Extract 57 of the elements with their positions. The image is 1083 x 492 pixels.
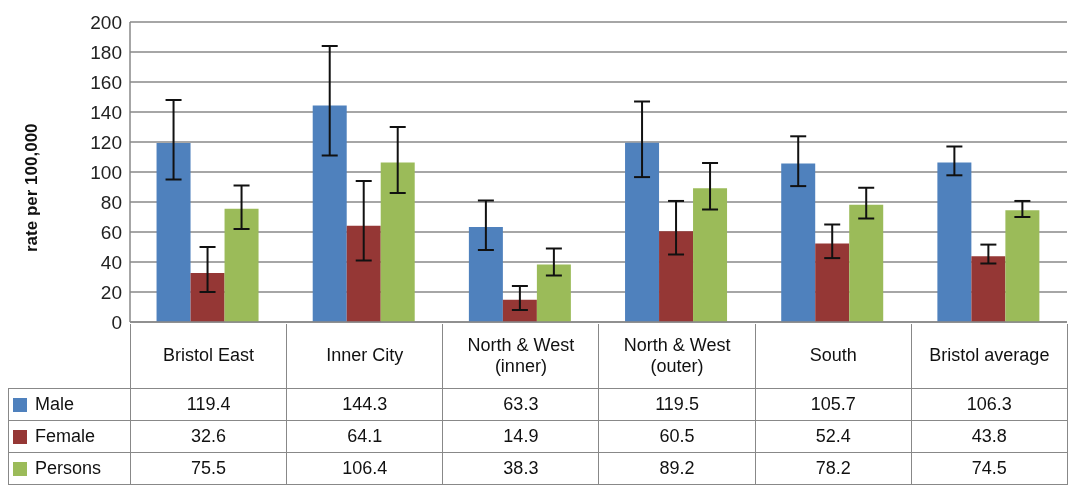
- bar: [312, 105, 347, 322]
- data-label: 32.6: [130, 420, 287, 452]
- y-tick-label: 20: [100, 281, 122, 303]
- y-tick-label: 200: [90, 11, 122, 33]
- bar: [190, 273, 225, 322]
- x-tick-label: Bristol average: [911, 324, 1068, 388]
- y-tick-label: 160: [90, 71, 122, 93]
- data-label: 63.3: [442, 388, 599, 420]
- bar: [224, 208, 259, 322]
- x-tick-label: North & West (outer): [598, 324, 756, 388]
- data-label: 119.5: [598, 388, 756, 420]
- y-tick-label: 120: [90, 131, 122, 153]
- data-label: 144.3: [286, 388, 443, 420]
- data-label: 43.8: [911, 420, 1068, 452]
- data-label: 64.1: [286, 420, 443, 452]
- data-label: 89.2: [598, 452, 756, 484]
- data-label: 106.3: [911, 388, 1068, 420]
- x-tick-label: South: [755, 324, 912, 388]
- x-tick-label: Bristol East: [130, 324, 287, 388]
- y-tick-label: 40: [100, 251, 122, 273]
- y-tick-label: 100: [90, 161, 122, 183]
- legend-label: Female: [8, 420, 131, 452]
- bar: [156, 142, 191, 322]
- data-label: 60.5: [598, 420, 756, 452]
- bar: [536, 264, 571, 322]
- data-label: 75.5: [130, 452, 287, 484]
- data-label: 74.5: [911, 452, 1068, 484]
- x-tick-label: North & West (inner): [442, 324, 599, 388]
- bar: [815, 243, 850, 322]
- bar: [849, 204, 884, 322]
- bar: [625, 142, 660, 322]
- legend-label: Male: [8, 388, 131, 420]
- y-axis-title: rate per 100,000: [22, 123, 42, 252]
- data-label: 38.3: [442, 452, 599, 484]
- data-label: 14.9: [442, 420, 599, 452]
- y-tick-label: 140: [90, 101, 122, 123]
- bar: [468, 227, 503, 322]
- bar: [781, 163, 816, 322]
- bar: [659, 231, 694, 322]
- data-label: 52.4: [755, 420, 912, 452]
- bar: [380, 162, 415, 322]
- bar: [346, 225, 381, 322]
- y-tick-label: 80: [100, 191, 122, 213]
- bar: [693, 188, 728, 322]
- bar: [937, 162, 972, 322]
- y-tick-label: 0: [111, 311, 122, 333]
- legend-label: Persons: [8, 452, 131, 484]
- y-tick-label: 60: [100, 221, 122, 243]
- data-label: 78.2: [755, 452, 912, 484]
- y-tick-label: 180: [90, 41, 122, 63]
- bar: [502, 299, 537, 322]
- data-label: 106.4: [286, 452, 443, 484]
- x-tick-label: Inner City: [286, 324, 443, 388]
- bar: [1005, 210, 1040, 322]
- data-label: 119.4: [130, 388, 287, 420]
- data-label: 105.7: [755, 388, 912, 420]
- bar: [971, 256, 1006, 322]
